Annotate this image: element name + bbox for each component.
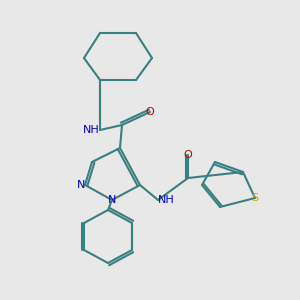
Text: NH: NH xyxy=(158,195,175,205)
Text: O: O xyxy=(146,107,154,117)
Text: S: S xyxy=(251,193,259,203)
Text: N: N xyxy=(76,180,85,190)
Text: O: O xyxy=(184,150,192,160)
Text: N: N xyxy=(108,195,116,205)
Text: NH: NH xyxy=(83,125,100,135)
